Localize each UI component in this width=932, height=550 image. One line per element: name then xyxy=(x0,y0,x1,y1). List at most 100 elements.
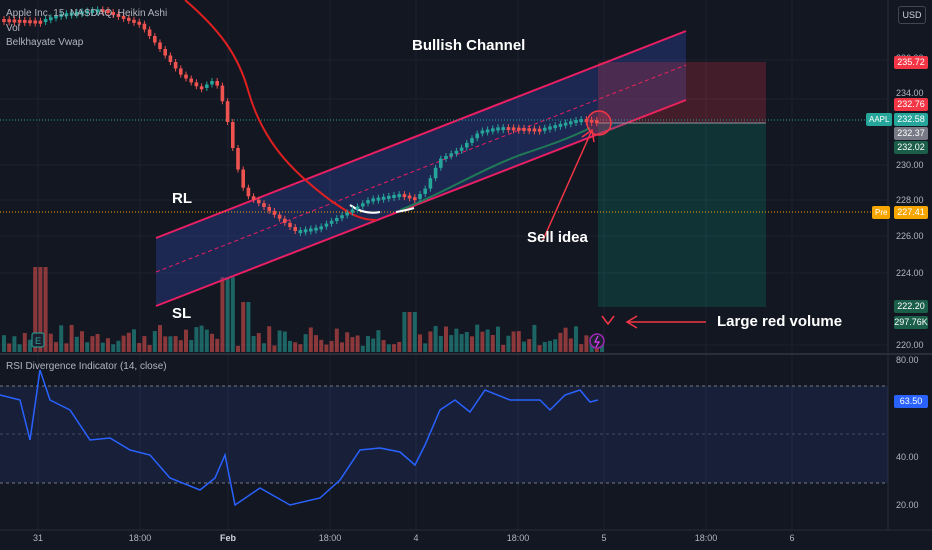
price-tick: 234.00 xyxy=(896,88,924,98)
candle-body xyxy=(64,13,69,17)
time-tick: 18:00 xyxy=(128,533,152,543)
volume-bar xyxy=(334,328,339,352)
bullish-channel-fill xyxy=(156,31,686,306)
volume-bar xyxy=(184,329,188,352)
candle-body xyxy=(470,138,474,143)
volume-bar xyxy=(220,277,225,352)
volume-bar xyxy=(126,332,131,352)
candle-body xyxy=(439,158,443,168)
volume-bar xyxy=(282,331,287,352)
candle-body xyxy=(532,128,537,132)
premarket-price-badge: 227.41 xyxy=(894,206,928,219)
candle-body xyxy=(137,21,141,25)
volume-bar xyxy=(64,343,69,352)
volume-bar xyxy=(444,326,448,352)
candle-body xyxy=(511,127,516,131)
candle-body xyxy=(501,127,505,131)
volume-bar xyxy=(95,333,100,352)
currency-button[interactable]: USD xyxy=(898,6,926,24)
high-price-badge: 232.76 xyxy=(894,98,928,111)
volume-bar xyxy=(142,336,147,352)
candle-body xyxy=(569,121,573,125)
candle-body xyxy=(589,119,594,123)
candle-body xyxy=(407,195,412,199)
candle-body xyxy=(59,13,63,17)
candle-body xyxy=(345,212,349,216)
volume-bar xyxy=(340,342,344,352)
time-tick: 18:00 xyxy=(694,533,718,543)
candle-body xyxy=(38,20,43,24)
candle-body xyxy=(491,128,495,132)
volume-bar xyxy=(459,334,464,352)
bullish-channel-label[interactable]: Bullish Channel xyxy=(412,37,526,54)
candle-body xyxy=(584,119,589,123)
candle-body xyxy=(75,11,79,15)
rsi-tick: 40.00 xyxy=(896,452,919,462)
candle-body xyxy=(423,188,427,194)
volume-bar xyxy=(574,326,578,352)
sell-idea-label[interactable]: Sell idea xyxy=(527,229,588,246)
candle-body xyxy=(335,218,339,222)
candle-body xyxy=(319,226,323,230)
volume-bar xyxy=(288,340,292,352)
volume-bar xyxy=(293,342,298,352)
price-tick: 226.00 xyxy=(896,231,924,241)
candle-body xyxy=(12,19,17,23)
volume-bar xyxy=(470,336,474,352)
volume-bar xyxy=(475,324,480,352)
large-red-volume-label[interactable]: Large red volume xyxy=(717,313,843,330)
volume-bar xyxy=(537,345,542,352)
volume-bar xyxy=(106,338,110,352)
volume-bar xyxy=(355,335,360,352)
vwap-legend[interactable]: Belkhayate Vwap xyxy=(6,37,84,48)
rsi-line[interactable] xyxy=(0,369,599,507)
candlestick-series[interactable] xyxy=(2,6,599,237)
stop-zone[interactable] xyxy=(598,62,766,123)
volume-bar xyxy=(59,325,64,352)
candle-body xyxy=(517,127,521,131)
volume-bar xyxy=(85,342,90,352)
volume-legend[interactable]: Vol xyxy=(6,23,20,34)
candle-body xyxy=(418,194,422,199)
candle-body xyxy=(340,215,344,219)
volume-badge: 297.76K xyxy=(894,316,928,329)
rl-label[interactable]: RL xyxy=(172,190,192,207)
volume-bar xyxy=(17,344,22,352)
volume-bar xyxy=(584,335,589,352)
volume-bar xyxy=(600,344,604,352)
candle-body xyxy=(376,197,381,201)
candle-body xyxy=(262,203,266,207)
channel-mid-line xyxy=(155,64,687,273)
rsi-legend[interactable]: RSI Divergence Indicator (14, close) xyxy=(6,361,167,372)
candle-body xyxy=(548,126,552,130)
candle-body xyxy=(241,169,245,188)
candle-body xyxy=(23,19,27,23)
sl-label[interactable]: SL xyxy=(172,305,192,322)
candle-body xyxy=(506,127,511,131)
volume-bar xyxy=(210,333,214,352)
volume-bar xyxy=(152,331,157,352)
candle-body xyxy=(7,19,11,23)
volume-bar xyxy=(163,336,168,352)
time-tick: 6 xyxy=(789,533,795,543)
volume-bar xyxy=(496,326,500,352)
volume-bar xyxy=(407,312,412,352)
candle-body xyxy=(465,142,469,148)
rsi-tick: 80.00 xyxy=(896,355,919,365)
target-zone[interactable] xyxy=(598,123,766,307)
candle-body xyxy=(298,230,303,234)
candle-body xyxy=(69,12,74,16)
lightning-icon[interactable] xyxy=(589,333,605,349)
volume-bar xyxy=(506,335,511,352)
candle-body xyxy=(314,227,318,231)
candle-body xyxy=(33,20,37,24)
symbol-legend[interactable]: Apple Inc, 15, NASDAQ, Heikin Ashi xyxy=(6,8,168,19)
channel-upper-line[interactable] xyxy=(155,30,687,239)
sell-circle[interactable] xyxy=(586,110,612,136)
earnings-icon[interactable] xyxy=(31,332,45,348)
volume-bar xyxy=(527,339,532,352)
volume-bar xyxy=(329,340,334,352)
candle-body xyxy=(111,12,115,15)
candle-body xyxy=(324,223,329,227)
